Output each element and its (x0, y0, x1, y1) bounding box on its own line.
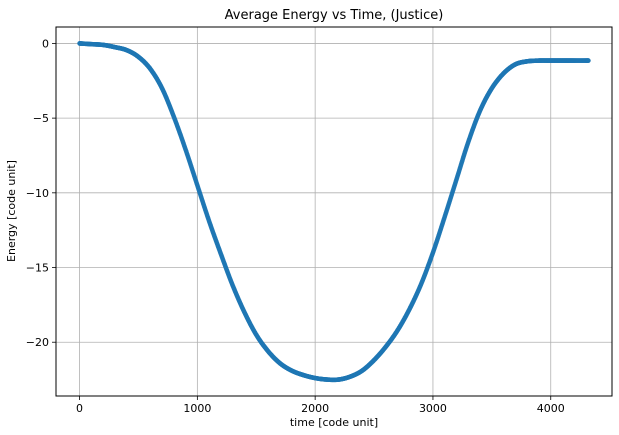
y-tick-label: −20 (26, 336, 49, 349)
x-tick-label: 2000 (301, 402, 329, 415)
x-tick-label: 4000 (537, 402, 565, 415)
y-tick-label: −5 (33, 112, 49, 125)
data-point (586, 58, 591, 63)
y-axis-label: Energy [code unit] (5, 160, 18, 262)
x-axis-label: time [code unit] (290, 416, 378, 429)
x-tick-label: 1000 (183, 402, 211, 415)
y-tick-label: 0 (42, 37, 49, 50)
x-tick-label: 3000 (419, 402, 447, 415)
x-tick-label: 0 (76, 402, 83, 415)
y-tick-label: −10 (26, 187, 49, 200)
chart-title: Average Energy vs Time, (Justice) (225, 8, 444, 23)
y-tick-label: −15 (26, 262, 49, 275)
